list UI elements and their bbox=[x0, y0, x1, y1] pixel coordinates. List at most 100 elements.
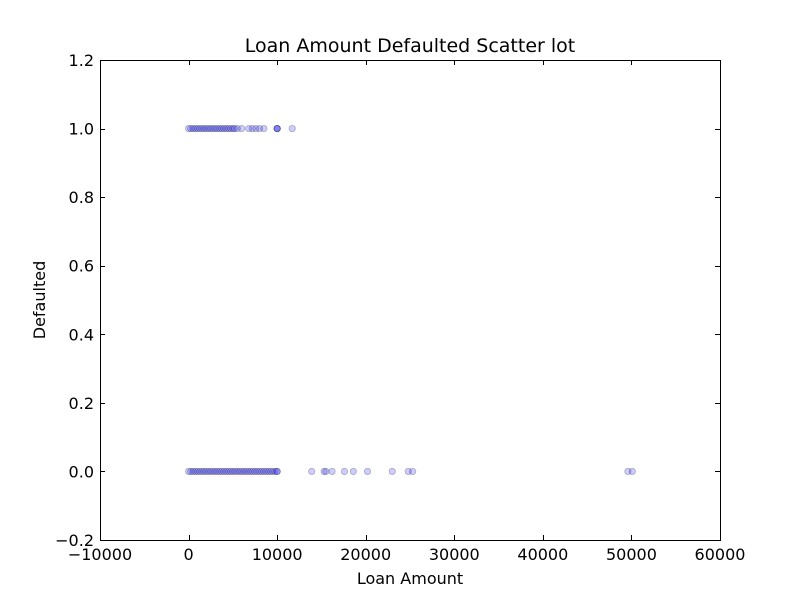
scatter-point bbox=[255, 467, 264, 476]
y-axis-title: Defaulted bbox=[30, 261, 49, 339]
scatter-point bbox=[233, 467, 241, 476]
y-tick-label: 1.0 bbox=[69, 120, 94, 139]
scatter-point bbox=[200, 124, 208, 133]
x-tick-label: 60000 bbox=[695, 545, 746, 564]
scatter-point bbox=[209, 124, 217, 133]
scatter-point bbox=[191, 467, 199, 476]
scatter-point bbox=[288, 124, 296, 133]
y-tick-label: 0.8 bbox=[69, 188, 94, 207]
scatter-point bbox=[363, 467, 372, 476]
scatter-point bbox=[320, 467, 328, 476]
axis-ticks: −10000 0 10000 20000 30000 40000 50000 60000 −0.… bbox=[55, 51, 745, 564]
data-points bbox=[184, 124, 636, 476]
scatter-point bbox=[198, 124, 206, 133]
scatter-point bbox=[207, 467, 215, 476]
scatter-point bbox=[187, 124, 195, 133]
scatter-point bbox=[273, 467, 281, 476]
scatter-point bbox=[260, 467, 268, 476]
scatter-point bbox=[231, 467, 239, 476]
scatter-point bbox=[233, 124, 241, 133]
scatter-point bbox=[207, 124, 215, 133]
scatter-point bbox=[273, 467, 281, 476]
scatter-point bbox=[238, 124, 246, 133]
scatter-point bbox=[231, 124, 239, 133]
scatter-point bbox=[349, 467, 357, 476]
scatter-point bbox=[204, 467, 213, 476]
y-tick-label: −0.2 bbox=[55, 531, 94, 550]
scatter-point bbox=[202, 124, 210, 133]
y-tick-label: 0.4 bbox=[69, 325, 94, 344]
scatter-point bbox=[220, 124, 228, 133]
scatter-point bbox=[189, 467, 197, 476]
scatter-point bbox=[264, 467, 272, 476]
x-axis-title: Loan Amount bbox=[357, 569, 463, 588]
scatter-point bbox=[202, 467, 210, 476]
scatter-point bbox=[213, 467, 221, 476]
scatter-point bbox=[213, 124, 221, 133]
scatter-point bbox=[229, 124, 237, 133]
scatter-point bbox=[198, 467, 206, 476]
x-tick-label: 0 bbox=[183, 545, 193, 564]
scatter-point bbox=[218, 467, 226, 476]
x-tick-label: 20000 bbox=[340, 545, 391, 564]
scatter-point bbox=[246, 467, 255, 476]
scatter-point bbox=[258, 467, 266, 476]
scatter-point bbox=[262, 467, 270, 476]
scatter-point bbox=[308, 467, 316, 476]
scatter-point bbox=[251, 467, 259, 476]
scatter-point bbox=[196, 467, 204, 476]
scatter-point bbox=[255, 124, 264, 133]
scatter-point bbox=[273, 124, 281, 133]
scatter-point bbox=[273, 124, 281, 133]
scatter-point bbox=[224, 467, 233, 476]
scatter-point bbox=[271, 467, 279, 476]
x-tick-label: 30000 bbox=[429, 545, 480, 564]
x-tick-label: −10000 bbox=[68, 545, 132, 564]
x-tick-label: 40000 bbox=[517, 545, 568, 564]
scatter-point bbox=[322, 467, 330, 476]
scatter-point bbox=[229, 467, 237, 476]
scatter-point bbox=[211, 467, 219, 476]
scatter-point bbox=[227, 124, 235, 133]
scatter-point bbox=[244, 467, 252, 476]
scatter-point bbox=[211, 124, 219, 133]
scatter-point bbox=[187, 467, 195, 476]
scatter-point bbox=[409, 467, 417, 476]
scatter-point bbox=[249, 467, 257, 476]
scatter-point bbox=[184, 467, 193, 476]
scatter-point bbox=[222, 467, 230, 476]
scatter-point bbox=[266, 467, 275, 476]
scatter-point bbox=[189, 124, 197, 133]
scatter-point bbox=[218, 124, 226, 133]
y-tick-label: 0.6 bbox=[69, 257, 94, 276]
scatter-point bbox=[404, 467, 412, 476]
scatter-point bbox=[191, 124, 199, 133]
scatter-point bbox=[624, 467, 632, 476]
y-tick-label: 0.2 bbox=[69, 394, 94, 413]
scatter-point bbox=[204, 124, 213, 133]
scatter-point bbox=[252, 124, 260, 133]
scatter-point bbox=[220, 467, 228, 476]
chart-title: Loan Amount Defaulted Scatter lot bbox=[245, 35, 575, 57]
scatter-point bbox=[209, 467, 217, 476]
scatter-point bbox=[196, 124, 204, 133]
scatter-point bbox=[273, 124, 281, 133]
x-tick-label: 10000 bbox=[252, 545, 303, 564]
scatter-point bbox=[388, 467, 396, 476]
y-tick-label: 1.2 bbox=[69, 51, 94, 70]
scatter-point bbox=[628, 467, 636, 476]
scatter-point bbox=[242, 467, 250, 476]
scatter-point bbox=[260, 124, 268, 133]
scatter-point bbox=[235, 467, 244, 476]
y-tick-label: 0.0 bbox=[69, 462, 94, 481]
scatter-point bbox=[222, 124, 230, 133]
scatter-point bbox=[184, 124, 193, 133]
scatter-point bbox=[224, 124, 233, 133]
x-tick-label: 50000 bbox=[606, 545, 657, 564]
scatter-point bbox=[200, 467, 208, 476]
scatter-point bbox=[340, 467, 349, 476]
scatter-point bbox=[253, 467, 261, 476]
